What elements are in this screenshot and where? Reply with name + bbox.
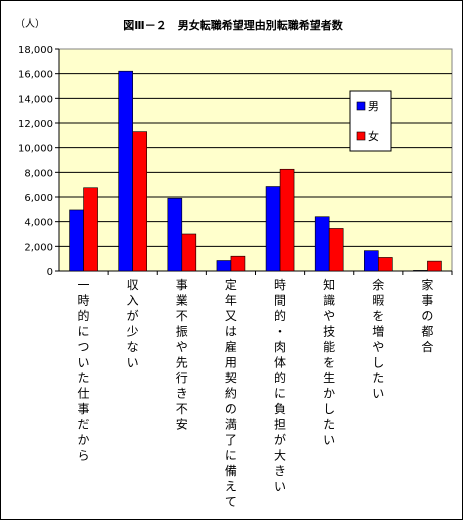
bar-male [69, 209, 84, 272]
legend-label: 男 [368, 100, 379, 113]
bar-male [413, 270, 428, 272]
x-category-label: 家事の都合 [421, 277, 433, 354]
bars [69, 70, 442, 272]
x-category-label: 余暇を増やしたい [372, 277, 384, 401]
y-tick-label: 6,000 [24, 193, 53, 204]
legend-swatch [356, 131, 366, 141]
x-category-label: 知識や技能を生かしたい [323, 278, 335, 447]
x-category-label: 時間的・肉体的に負担が大きい [274, 278, 286, 494]
bar-female [427, 260, 442, 272]
x-category-label: 定年又は雇用契約の満了に備えて [225, 277, 237, 509]
bar-male [216, 260, 232, 272]
bar-male [314, 216, 330, 272]
y-tick-label: 10,000 [18, 144, 53, 155]
legend-swatch [356, 101, 366, 111]
x-category-label: 一時的についた仕事だから [78, 278, 90, 463]
y-tick-label: 2,000 [24, 242, 53, 253]
legend-box [349, 90, 392, 152]
x-category-label: 事業不振や先行き不安 [176, 278, 188, 432]
bar-female [132, 131, 147, 272]
bar-male [167, 197, 183, 272]
bar-female [83, 187, 98, 272]
unit-label: （人） [15, 18, 45, 30]
bar-female [328, 228, 344, 272]
bar-male [118, 70, 133, 272]
legend: 男女 [349, 90, 392, 152]
bar-female [378, 257, 393, 272]
y-tick-label: 14,000 [18, 94, 53, 105]
plot-area [58, 48, 453, 272]
legend-label: 女 [368, 129, 379, 143]
bar-female [181, 233, 197, 272]
x-category-label: 収入が少ない [127, 278, 139, 370]
y-tick-label: 16,000 [18, 70, 53, 81]
y-tick-label: 8,000 [24, 168, 53, 179]
y-tick-label: 0 [47, 267, 53, 278]
y-tick-label: 12,000 [18, 119, 53, 130]
bar-male [265, 186, 281, 272]
y-tick-label: 4,000 [24, 218, 53, 229]
bar-female [230, 255, 246, 272]
chart-title: 図Ⅲ－２ 男女転職希望理由別転職希望者数 [123, 18, 343, 32]
bar-male [364, 250, 379, 272]
bar-female [279, 168, 295, 272]
x-axis-labels: 一時的についた仕事だから 収入が少ない 事業不振や先行き不安 定年又は雇用契約の満了に… [78, 271, 453, 509]
y-tick-label: 18,000 [18, 45, 53, 56]
